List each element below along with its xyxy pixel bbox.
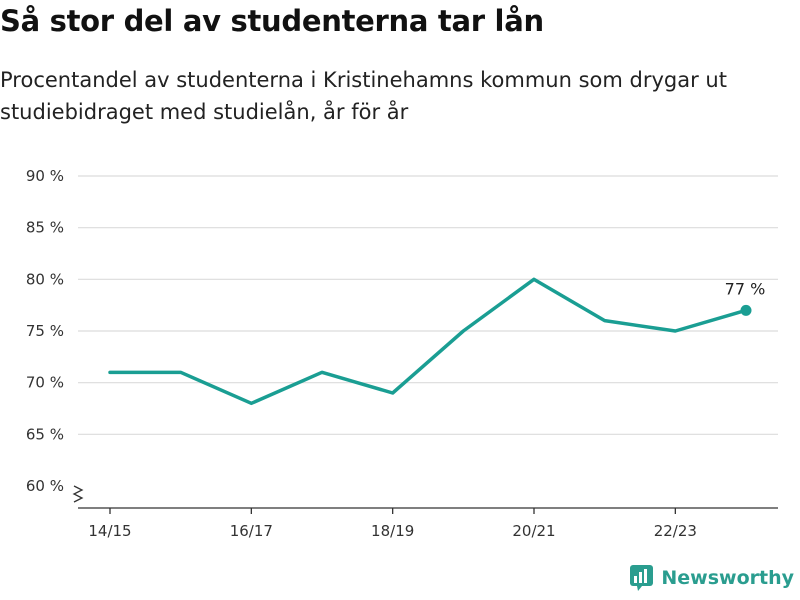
series-line — [108, 277, 748, 406]
y-tick-label: 85 % — [26, 219, 64, 237]
x-tick-label: 20/21 — [512, 522, 555, 540]
axis-break-mark — [72, 485, 84, 503]
brand-name: Newsworthy — [661, 567, 794, 589]
y-tick-label: 80 % — [26, 270, 64, 288]
y-tick-label: 70 % — [26, 374, 64, 392]
y-tick-label: 60 % — [26, 477, 64, 495]
gridlines — [78, 175, 778, 435]
x-axis: 14/15 16/17 18/19 20/21 22/23 — [72, 485, 778, 540]
last-value-label: 77 % — [725, 279, 766, 298]
x-tick-label: 14/15 — [88, 522, 131, 540]
y-tick-label: 75 % — [26, 322, 64, 340]
newsworthy-logo-icon — [630, 565, 654, 591]
series-group: 77 % — [108, 277, 766, 406]
x-tick-label: 22/23 — [654, 522, 697, 540]
y-axis-ticks: 60 % 65 % 70 % 75 % 80 % 85 % 90 % — [26, 167, 64, 495]
x-tick-label: 18/19 — [371, 522, 414, 540]
x-tick-label: 16/17 — [230, 522, 273, 540]
chart-title: Så stor del av studenterna tar lån — [0, 4, 544, 38]
chart-subtitle: Procentandel av studenterna i Kristineha… — [0, 68, 727, 124]
last-value-point — [740, 304, 752, 316]
y-tick-label: 65 % — [26, 425, 64, 443]
brand-logo: Newsworthy — [629, 564, 794, 592]
y-tick-label: 90 % — [26, 167, 64, 185]
